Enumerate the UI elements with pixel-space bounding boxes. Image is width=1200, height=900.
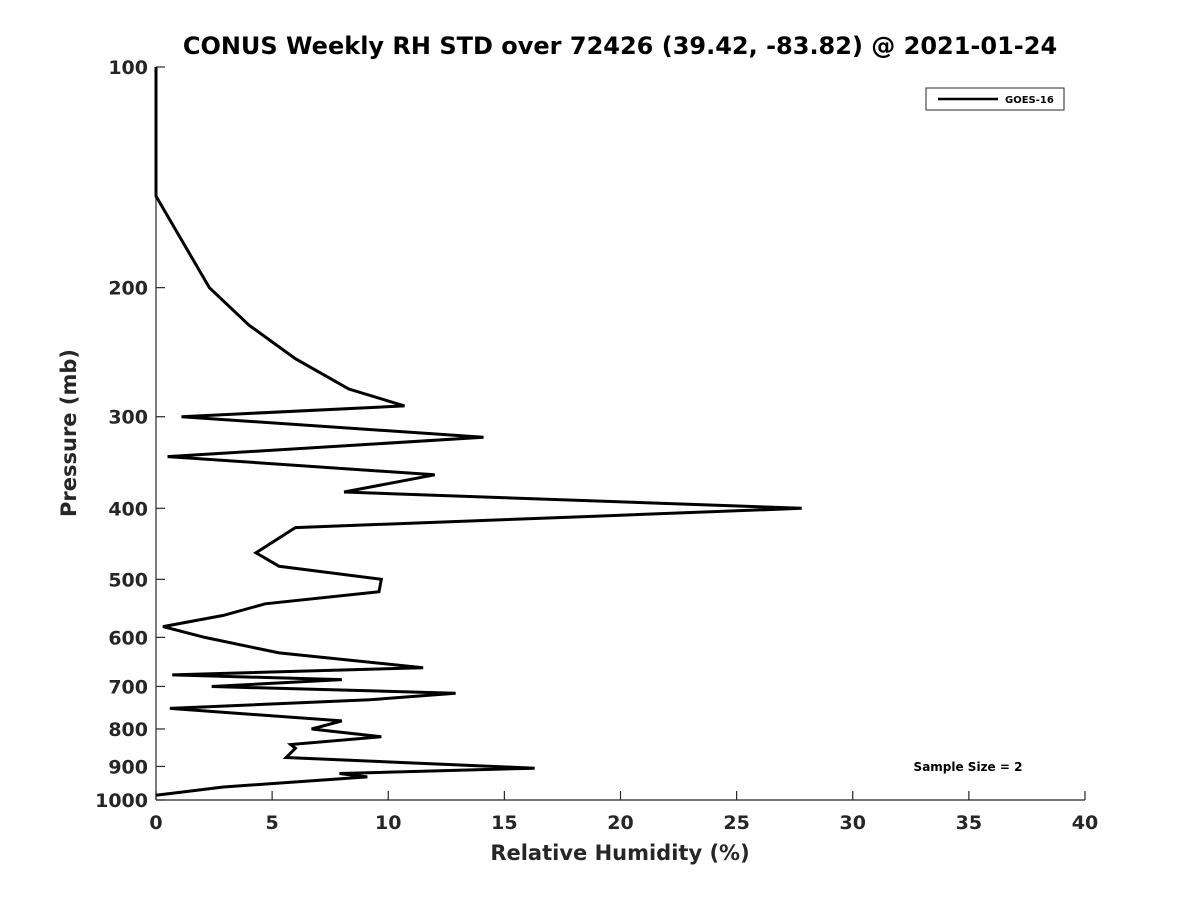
chart-title: CONUS Weekly RH STD over 72426 (39.42, -… [183,32,1057,60]
y-axis-label: Pressure (mb) [57,349,81,517]
x-tick-label: 40 [1072,812,1098,834]
y-tick-label: 800 [108,719,148,741]
x-tick-label: 0 [149,812,162,834]
y-tick-label: 300 [108,407,148,429]
x-tick-label: 30 [840,812,866,834]
y-tick-label: 400 [108,498,148,520]
x-tick-label: 5 [266,812,279,834]
sample-size-annotation: Sample Size = 2 [914,760,1023,774]
x-tick-label: 20 [607,812,633,834]
y-tick-label: 500 [108,569,148,591]
x-axis-label: Relative Humidity (%) [490,841,749,865]
series-line-goes-16 [154,67,802,797]
y-tick-label: 1000 [95,790,148,812]
series-group [154,67,802,797]
legend: GOES-16 [925,87,1065,111]
y-tick-label: 100 [108,57,148,79]
x-tick-label: 15 [491,812,517,834]
x-tick-label: 35 [956,812,982,834]
y-tick-label: 200 [108,278,148,300]
y-tick-label: 700 [108,676,148,698]
x-tick-label: 25 [723,812,749,834]
y-tick-label: 900 [108,756,148,778]
legend-label-goes-16: GOES-16 [1005,95,1054,106]
axes: 0 5 10 15 20 25 30 35 40 100 200 300 400 500 600 700 800… [95,57,1098,834]
y-tick-label: 600 [108,627,148,649]
x-tick-label: 10 [375,812,401,834]
